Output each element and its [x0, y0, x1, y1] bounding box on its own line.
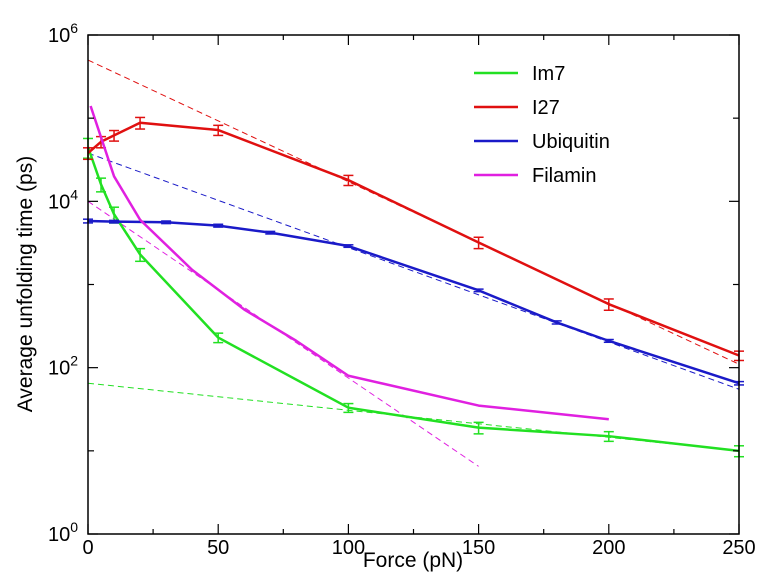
- series-line: [87, 219, 740, 385]
- legend-label: I27: [532, 97, 560, 119]
- x-tick-label: 250: [722, 537, 755, 559]
- x-axis-label: Force (pN): [363, 549, 463, 572]
- legend-item-ubiquitin: Ubiquitin: [474, 131, 610, 153]
- fit-line-filamin: [87, 200, 479, 467]
- legend-label: Filamin: [532, 165, 596, 187]
- x-tick-label: 200: [592, 537, 625, 559]
- legend-item-im7: Im7: [474, 63, 565, 85]
- x-tick-label: 0: [82, 537, 93, 559]
- y-tick-label: 106: [48, 20, 78, 47]
- series-layer: [83, 105, 744, 458]
- series-ubiquitin: [83, 218, 744, 386]
- x-tick-label: 50: [207, 537, 229, 559]
- y-tick-label: 102: [48, 353, 78, 380]
- legend: Im7 I27 Ubiquitin Filamin: [474, 63, 610, 187]
- legend-label: Ubiquitin: [532, 131, 610, 153]
- series-filamin: [89, 105, 609, 421]
- x-tick-label: 100: [332, 537, 365, 559]
- legend-item-i27: I27: [474, 97, 560, 119]
- series-line: [86, 146, 740, 453]
- y-tick-labels: 100 102 104 106: [48, 20, 78, 546]
- fit-line-ubiquitin: [87, 152, 740, 390]
- series-im7: [83, 137, 744, 458]
- x-tick-labels: 0 50 100 150 200 250: [82, 537, 755, 559]
- series-i27: [83, 116, 744, 362]
- series-line: [87, 121, 740, 357]
- y-axis-label: Average unfolding time (ps): [14, 156, 37, 412]
- y-tick-label: 104: [48, 186, 78, 213]
- y-tick-label: 100: [48, 519, 78, 546]
- axis-ticks: [87, 34, 740, 535]
- legend-label: Im7: [532, 63, 565, 85]
- legend-item-filamin: Filamin: [474, 165, 596, 187]
- plot-frame: [87, 34, 740, 535]
- x-tick-label: 150: [462, 537, 495, 559]
- series-line: [89, 105, 609, 421]
